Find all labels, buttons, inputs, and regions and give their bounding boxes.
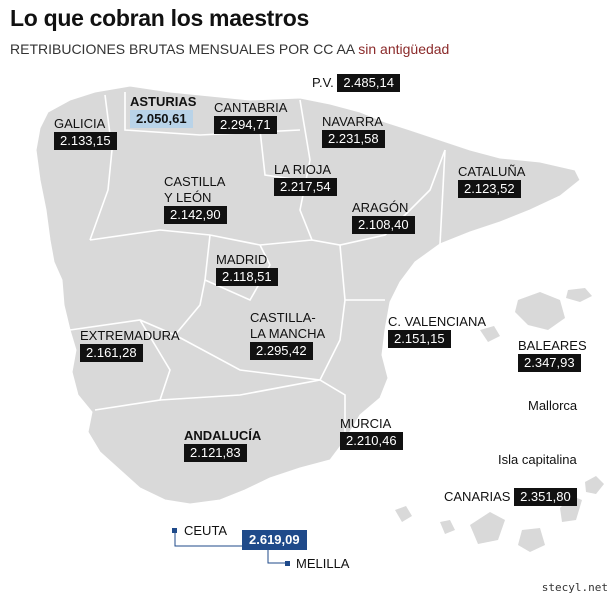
- region-value: 2.151,15: [388, 330, 451, 348]
- balearic-islands: [480, 288, 592, 342]
- region-value: 2.121,83: [184, 444, 247, 462]
- region-value: 2.142,90: [164, 206, 227, 224]
- region-name-line1: CASTILLA: [164, 174, 226, 189]
- subtitle-main: RETRIBUCIONES BRUTAS MENSUALES POR CC AA: [10, 41, 355, 57]
- region-name: CANTABRIA: [214, 100, 288, 115]
- region-name: ASTURIAS: [130, 94, 197, 109]
- region-value: 2.161,28: [80, 344, 143, 362]
- region-cantabria: CANTABRIA 2.294,71: [214, 100, 287, 134]
- region-value: 2.050,61: [130, 110, 193, 128]
- region-value: 2.231,58: [322, 130, 385, 148]
- region-cataluna: CATALUÑA 2.123,52: [458, 164, 525, 198]
- region-value: 2.295,42: [250, 342, 313, 360]
- baleares-note: Mallorca: [528, 398, 578, 413]
- region-value: 2.294,71: [214, 116, 277, 134]
- region-navarra: NAVARRA 2.231,58: [322, 114, 385, 148]
- region-value: 2.217,54: [274, 178, 337, 196]
- region-value: 2.118,51: [216, 268, 278, 286]
- region-name: MURCIA: [340, 416, 392, 431]
- region-castilla-leon: CASTILLA Y LEÓN 2.142,90: [164, 174, 227, 224]
- chart-subtitle: RETRIBUCIONES BRUTAS MENSUALES POR CC AA…: [10, 41, 449, 57]
- region-name: LA RIOJA: [274, 162, 332, 177]
- region-c-valenciana: C. VALENCIANA 2.151,15: [388, 314, 486, 348]
- region-value: 2.123,52: [458, 180, 521, 198]
- melilla-marker: [285, 561, 290, 566]
- region-value: 2.210,46: [340, 432, 403, 450]
- region-baleares: BALEARES 2.347,93: [518, 338, 587, 372]
- melilla-label: MELILLA: [296, 556, 350, 571]
- region-name-line2: Y LEÓN: [164, 190, 212, 205]
- region-name: C. VALENCIANA: [388, 314, 487, 329]
- ceuta-melilla-connector: [174, 530, 286, 564]
- region-ceuta-melilla-value: 2.619,09: [242, 530, 307, 550]
- region-name: MADRID: [216, 252, 268, 267]
- subtitle-accent: sin antigüedad: [358, 41, 450, 57]
- region-value: 2.108,40: [352, 216, 415, 234]
- region-name: NAVARRA: [322, 114, 383, 129]
- region-value: 2.619,09: [242, 530, 307, 550]
- region-pv: P.V. 2.485,14: [312, 74, 400, 92]
- region-name: GALICIA: [54, 116, 106, 131]
- region-name: CATALUÑA: [458, 164, 526, 179]
- region-asturias: ASTURIAS 2.050,61: [130, 94, 196, 128]
- region-value: 2.485,14: [337, 74, 400, 92]
- region-name-line2: LA MANCHA: [250, 326, 326, 341]
- region-value: 2.351,80: [514, 488, 577, 506]
- region-value: 2.133,15: [54, 132, 117, 150]
- region-name: EXTREMADURA: [80, 328, 180, 343]
- region-borders: [69, 92, 446, 440]
- region-name: CANARIAS: [444, 489, 511, 504]
- source-credit: stecyl.net: [541, 581, 608, 594]
- ceuta-marker: [172, 528, 177, 533]
- region-murcia: MURCIA 2.210,46: [340, 416, 403, 450]
- region-madrid: MADRID 2.118,51: [216, 252, 278, 286]
- region-canarias: CANARIAS 2.351,80: [444, 488, 577, 506]
- ceuta-label: CEUTA: [184, 523, 228, 538]
- chart-title: Lo que cobran los maestros: [10, 5, 309, 31]
- region-value: 2.347,93: [518, 354, 581, 372]
- region-name: P.V.: [312, 75, 334, 90]
- region-name: ARAGÓN: [352, 200, 409, 215]
- region-name-line1: CASTILLA-: [250, 310, 316, 325]
- region-name: ANDALUCÍA: [184, 428, 262, 443]
- region-castilla-la-mancha: CASTILLA- LA MANCHA 2.295,42: [250, 310, 325, 360]
- region-galicia: GALICIA 2.133,15: [54, 116, 117, 150]
- region-la-rioja: LA RIOJA 2.217,54: [274, 162, 337, 196]
- region-andalucia: ANDALUCÍA 2.121,83: [184, 428, 261, 462]
- region-extremadura: EXTREMADURA 2.161,28: [80, 328, 180, 362]
- region-aragon: ARAGÓN 2.108,40: [352, 200, 415, 234]
- canarias-note: Isla capitalina: [498, 452, 577, 467]
- region-name: BALEARES: [518, 338, 587, 353]
